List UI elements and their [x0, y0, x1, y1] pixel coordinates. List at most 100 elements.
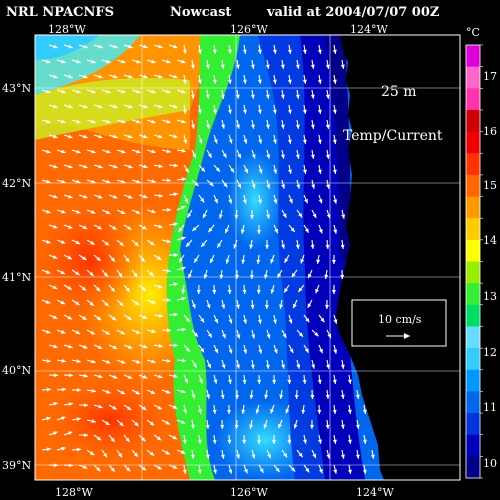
current-vector-head — [104, 302, 109, 307]
current-vector-head — [265, 64, 270, 69]
current-vector-head — [221, 304, 226, 309]
current-vector-head — [120, 330, 125, 335]
current-vector-head — [53, 104, 58, 109]
valid-time-title: valid at 2004/07/07 00Z — [267, 5, 440, 20]
current-vector-head — [151, 209, 156, 214]
current-vector-head — [76, 359, 81, 363]
current-vector-head — [46, 59, 51, 64]
current-vector-head — [327, 333, 331, 339]
current-vector-head — [97, 345, 103, 349]
current-vector-head — [305, 467, 310, 473]
current-vector-head — [242, 379, 247, 384]
current-vector-head — [158, 164, 163, 168]
current-vector-head — [325, 124, 330, 129]
current-vector-head — [142, 225, 147, 230]
current-vector-head — [166, 239, 171, 244]
current-vector-head — [134, 421, 139, 427]
current-vector-head — [340, 364, 345, 369]
yellow-green-band — [35, 78, 190, 140]
current-vector-head — [127, 406, 132, 411]
lat-label-40n: 40°N — [2, 364, 31, 377]
current-vector-head — [220, 454, 225, 459]
current-vector-head — [281, 364, 285, 369]
current-vector-head — [113, 194, 118, 199]
current-vector-head — [158, 313, 163, 318]
current-vector-head — [173, 312, 178, 317]
current-vector-head — [76, 89, 81, 94]
current-vector-head — [183, 409, 188, 414]
current-vector-head — [165, 450, 170, 455]
current-vector-head — [265, 364, 270, 369]
current-vector-head — [273, 199, 278, 204]
current-vector-head — [83, 104, 88, 109]
current-vector-head — [105, 210, 111, 214]
current-vector-head — [158, 374, 163, 379]
current-vector-head — [213, 379, 218, 384]
current-vector-head — [172, 435, 177, 440]
current-vector-head — [46, 239, 51, 244]
current-vector-head — [110, 287, 115, 292]
current-vector-head — [314, 332, 319, 337]
current-vector-head — [67, 225, 73, 229]
current-vector-head — [197, 109, 202, 114]
current-vector-head — [76, 149, 81, 154]
current-vector-head — [265, 124, 270, 129]
current-vector-head — [103, 453, 108, 458]
current-vector-head — [325, 64, 330, 69]
current-vector-head — [127, 345, 133, 349]
current-vector-head — [121, 89, 126, 94]
current-vector-head — [190, 94, 195, 99]
current-vector-head — [207, 363, 211, 369]
current-vector-head — [158, 224, 163, 229]
current-vector-head — [221, 364, 226, 369]
colorbar-tick-16: 16 — [483, 125, 497, 138]
current-vector-head — [68, 134, 73, 139]
current-vector-head — [205, 424, 210, 429]
current-vector-head — [201, 242, 206, 247]
current-vector-head — [67, 255, 72, 260]
current-vector-head — [173, 343, 178, 348]
current-vector-head — [89, 301, 94, 306]
current-vector-head — [191, 394, 196, 399]
current-vector-head — [151, 359, 156, 364]
top-lon-label-126w: 126°W — [230, 23, 268, 36]
current-vector-head — [303, 439, 307, 444]
current-vector-head — [184, 378, 188, 384]
current-vector-head — [126, 467, 131, 472]
current-vector-head — [236, 364, 240, 369]
current-vector-head — [347, 409, 352, 414]
current-vector-head — [113, 134, 118, 139]
colorbar-segment — [466, 304, 480, 327]
current-vector-head — [217, 243, 222, 248]
current-vector-head — [257, 109, 262, 114]
current-vector-head — [212, 289, 217, 294]
colorbar-segment — [466, 109, 480, 132]
current-vector-head — [53, 224, 58, 229]
current-vector-head — [332, 379, 337, 384]
current-vector-head — [257, 319, 262, 324]
current-vector-head — [274, 228, 278, 234]
current-vector-head — [230, 168, 234, 173]
current-vector-head — [136, 119, 141, 124]
current-vector-head — [288, 319, 293, 324]
current-vector-head — [279, 394, 284, 399]
current-vector-head — [143, 74, 148, 79]
current-vector-head — [182, 79, 187, 84]
temperature-colorbar — [465, 44, 483, 479]
current-vector-head — [318, 199, 323, 204]
current-vector-head — [257, 79, 262, 84]
current-vector-head — [340, 64, 345, 69]
current-vector-head — [46, 119, 51, 124]
red-warm-core — [35, 200, 145, 320]
current-vector-head — [121, 179, 126, 184]
current-vector-head — [318, 439, 322, 444]
current-vector-head — [113, 44, 118, 49]
current-vector-head — [298, 287, 303, 292]
current-vector-head — [236, 124, 240, 129]
current-vector-head — [332, 409, 337, 414]
current-vector-head — [340, 394, 345, 399]
current-vector-head — [190, 454, 195, 459]
current-vector-head — [68, 431, 73, 436]
current-vector-head — [135, 390, 140, 395]
current-vector-head — [143, 44, 148, 49]
